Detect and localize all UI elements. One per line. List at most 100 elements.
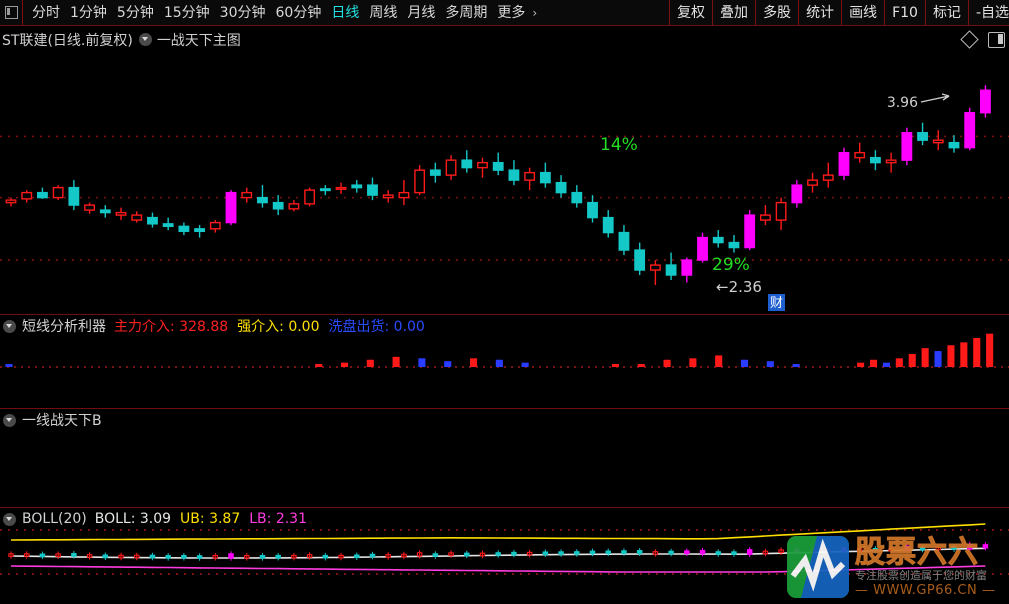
chevron-down-icon[interactable] [138, 33, 152, 46]
panel-layout-icon[interactable] [988, 31, 1005, 48]
histogram-bar [908, 353, 916, 367]
candle-body [948, 141, 960, 149]
histogram-bar [740, 359, 749, 367]
boll-line-ub [10, 523, 986, 541]
divider-1 [0, 314, 1009, 315]
indicator-panel-duanxian[interactable]: 短线分析利器 主力介入: 328.88 强介入: 0.00 洗盘出货: 0.00 [0, 315, 1009, 395]
period-tab-0[interactable]: 分时 [32, 4, 60, 21]
candle-body [178, 225, 190, 233]
annotation-low-price: ←2.36 [716, 278, 762, 296]
chevron-down-icon[interactable] [3, 512, 16, 526]
indicator1-values: 主力介入: 328.88 强介入: 0.00 洗盘出货: 0.00 [114, 316, 434, 336]
histogram-bar [934, 351, 942, 367]
histogram-bar [366, 359, 374, 367]
badge-cai-bg[interactable] [768, 294, 785, 311]
toolbar-button-4[interactable]: 画线 [842, 0, 886, 26]
period-tab-10[interactable]: 更多 [497, 4, 526, 21]
histogram-bar [5, 364, 13, 367]
toolbar-button-6[interactable]: 标记 [926, 0, 969, 26]
period-tab-3[interactable]: 15分钟 [163, 4, 210, 21]
histogram-bar [766, 361, 774, 367]
candle-body [131, 214, 143, 221]
candle-body [681, 259, 693, 276]
candle-body [241, 191, 253, 199]
histogram-bar [857, 362, 865, 367]
histogram-bar [469, 358, 478, 367]
toolbar-button-7[interactable]: -自选 [975, 4, 1009, 21]
histogram-bar [869, 359, 878, 367]
candle-body [791, 184, 803, 204]
boll-name[interactable]: BOLL(20) [22, 511, 87, 527]
indicator1-field-1: 强介入: 0.00 [237, 319, 320, 335]
candle-body [980, 89, 991, 114]
candle-body [68, 186, 80, 206]
candle-body [21, 191, 33, 200]
histogram-bar [689, 358, 697, 367]
period-tab-5[interactable]: 60分钟 [275, 4, 322, 21]
menu-panel-icon[interactable] [0, 0, 23, 26]
histogram-bar [882, 362, 890, 367]
chart-titlebar: ST联建(日线.前复权) 一战天下主图 [0, 27, 1009, 52]
candle-body [917, 131, 928, 141]
diamond-icon[interactable] [960, 30, 979, 49]
indicator1-field-2: 洗盘出货: 0.00 [328, 319, 425, 335]
period-tab-4[interactable]: 30分钟 [219, 4, 266, 21]
period-tabs: 分时 1分钟 5分钟 15分钟 30分钟 60分钟 日线 周线 月线 多周期 更多 › [23, 0, 542, 26]
boll-field-0: BOLL: 3.09 [94, 511, 172, 527]
divider-2 [0, 408, 1009, 409]
histogram-bar [340, 362, 349, 367]
toolbar-actions: 复权 叠加 多股 统计 画线 F10 标记 -自选 [669, 0, 1009, 26]
chevron-down-icon[interactable] [3, 413, 16, 427]
candle-body [508, 169, 520, 181]
candle-body [634, 249, 646, 271]
candle-body [665, 264, 677, 276]
period-tab-9[interactable]: 多周期 [445, 4, 488, 21]
candle-body [477, 161, 488, 169]
candle-body [225, 191, 237, 224]
annotation-arrow-high [920, 93, 950, 103]
indicator-panel-yixian[interactable]: 一线战天下B [0, 409, 1009, 507]
toolbar-button-2[interactable]: 多股 [756, 0, 800, 26]
candle-body [257, 196, 268, 204]
histogram-bar [418, 358, 426, 367]
toolbar-button-0[interactable]: 复权 [670, 0, 714, 26]
candle-body [351, 184, 363, 189]
candle-body [555, 181, 567, 194]
candle-body [367, 184, 378, 196]
chevron-down-icon[interactable] [3, 319, 16, 333]
candle-body [162, 223, 174, 228]
toolbar-button-1[interactable]: 叠加 [713, 0, 757, 26]
toolbar-spacer [542, 0, 669, 26]
annotation-high-price: 3.96 [887, 95, 918, 111]
boll-header: BOLL(20) BOLL: 3.09 UB: 3.87 LB: 2.31 [0, 508, 316, 530]
indicator-name-label[interactable]: 一战天下主图 [156, 32, 241, 49]
candle-body [194, 228, 206, 233]
histogram-bar [792, 364, 800, 367]
toolbar-button-5[interactable]: F10 [885, 0, 926, 26]
histogram-bar [960, 342, 968, 367]
indicator2-name[interactable]: 一线战天下B [22, 413, 102, 429]
period-tab-6[interactable]: 日线 [331, 4, 360, 21]
candle-body [869, 156, 881, 164]
indicator1-header: 短线分析利器 主力介入: 328.88 强介入: 0.00 洗盘出货: 0.00 [0, 315, 434, 337]
toolbar-button-3[interactable]: 统计 [799, 0, 843, 26]
candle-body [304, 189, 316, 205]
period-tab-8[interactable]: 月线 [407, 4, 436, 21]
histogram-bar [986, 333, 994, 367]
histogram-bar [521, 362, 529, 367]
histogram-bar [973, 338, 981, 367]
more-chevron-icon[interactable]: › [532, 5, 538, 20]
candle-body [602, 216, 614, 234]
indicator1-name[interactable]: 短线分析利器 [22, 319, 106, 335]
period-tab-2[interactable]: 5分钟 [116, 4, 154, 21]
period-tab-1[interactable]: 1分钟 [70, 4, 107, 21]
candle-body [52, 186, 64, 199]
watermark-title: 股票六六 [854, 534, 979, 570]
stock-name-label[interactable]: ST联建(日线.前复权) [2, 32, 133, 49]
candle-body [147, 216, 158, 225]
period-tab-7[interactable]: 周线 [369, 4, 398, 21]
candle-body [115, 211, 127, 216]
histogram-bar [495, 359, 503, 367]
